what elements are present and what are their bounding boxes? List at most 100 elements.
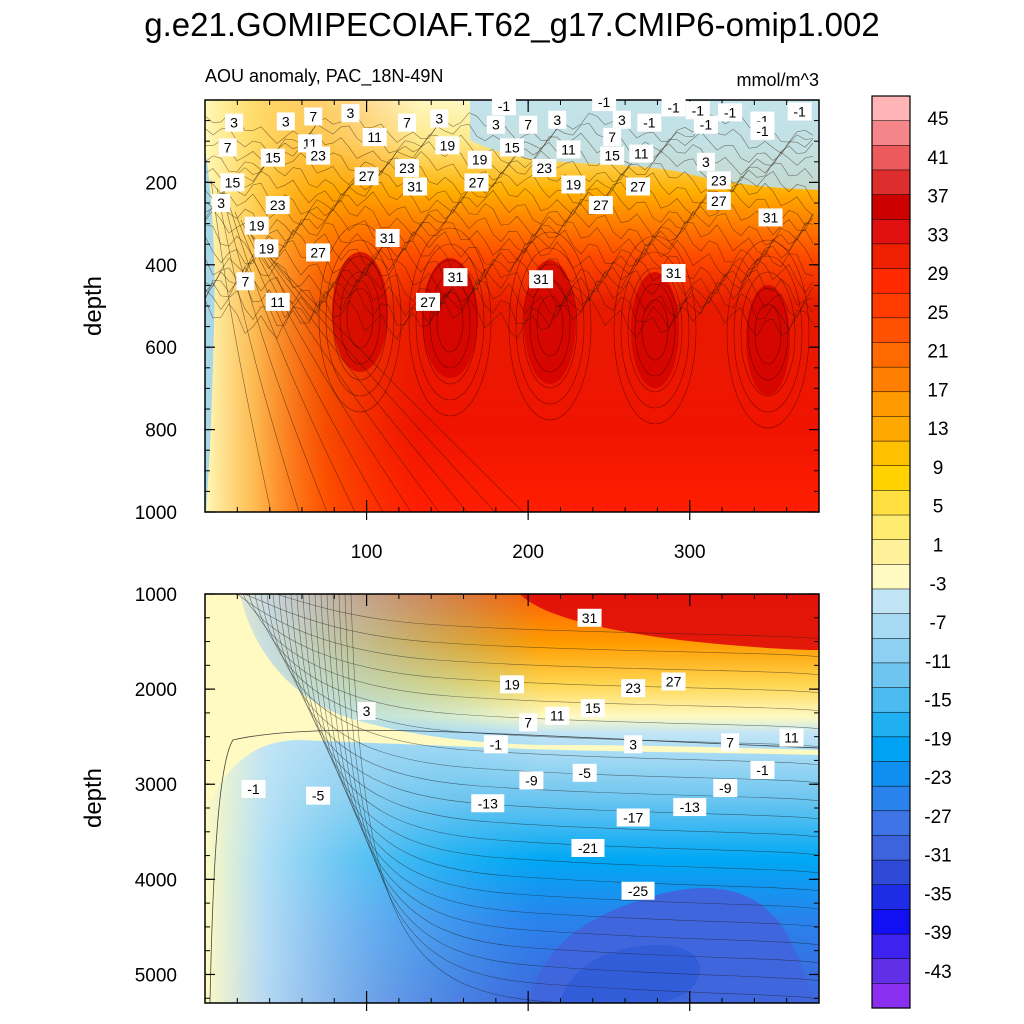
contour-line [290,594,819,838]
contour-label: 27 [588,196,613,215]
contour-label: 15 [260,148,285,167]
contour-line [225,594,819,640]
contour-label: 23 [306,146,331,165]
contour-label: 3 [612,110,631,129]
contour-label-text: 31 [582,610,598,626]
colorbar-swatch [871,711,911,738]
chart-title: g.e21.GOMIPECOIAF.T62_g17.CMIP6-omip1.00… [144,6,880,43]
contour-label-box [624,735,643,754]
contour-line [246,227,440,512]
contour-label-text: -1 [756,762,769,778]
contour-label-box [357,701,376,720]
contour-label-text: 7 [726,734,734,750]
colorbar-swatch [871,761,911,787]
contour-line [205,287,814,330]
contour-label: -1 [750,121,775,140]
contour-ring [415,243,485,401]
contour-line [296,594,819,856]
contour-label-text: 7 [524,117,532,133]
contour-label-box [696,152,715,171]
colorbar-swatch [871,514,911,541]
colorbar-swatch [871,465,911,491]
contour-label: -5 [306,786,331,805]
contour-label-text: -1 [247,781,260,797]
contour-label: -1 [718,103,743,122]
contour-label-box [244,216,269,235]
upper-core-1 [332,252,388,372]
contour-label-text: 3 [492,117,500,133]
contour-label-box [276,112,295,131]
lower-upper-left-yellow [205,594,819,800]
contour-label-box [415,292,440,311]
colorbar-swatch [871,983,911,1009]
contour-line [236,594,819,676]
contour-label-box [519,115,538,134]
contour-label: 15 [500,138,524,157]
colorbar-swatch [871,292,911,319]
contour-label-text: 15 [265,150,281,166]
contour-label-text: 19 [249,218,265,234]
contour-label-box [580,699,605,718]
contour-label: 7 [519,115,538,134]
contour-line [260,594,819,748]
contour-label-text: -13 [478,795,498,811]
contour-label-text: 7 [241,273,249,289]
contour-label-text: -21 [578,840,598,856]
colorbar-label: -19 [924,729,951,750]
contour-label-box [260,148,285,167]
contour-label-box [673,798,707,817]
contour-line [205,247,814,288]
contour-label: 31 [577,608,602,627]
contour-label-text: 3 [230,115,238,131]
contour-label-text: 7 [224,139,232,155]
contour-label-box [718,103,743,122]
contour-label-text: -1 [643,115,656,131]
contour-label-text: 11 [270,294,285,310]
contour-label-box [621,881,655,900]
colorbar-label: -39 [924,923,951,944]
contour-line [205,208,814,247]
colorbar-label: 17 [927,380,948,401]
contour-label: -9 [713,779,738,798]
contour-label-text: -17 [623,810,643,826]
contour-label: 31 [661,264,686,283]
contour-label-box [375,229,400,248]
contour-label: 27 [706,191,731,210]
contour-label: 23 [265,196,290,215]
contour-label-box [486,115,505,134]
colorbar-swatch [871,440,911,467]
contour-label: -1 [750,760,775,779]
colorbar-swatch [871,169,911,196]
upper-axis-ticks: 100 200 300 200 400 600 800 1000 [135,99,819,563]
contour-label-text: -1 [700,117,713,133]
contour-label: 3 [341,104,360,123]
contour-line [240,219,412,512]
colorbar-label: -31 [924,846,951,867]
contour-line [254,594,819,730]
contour-label-text: 7 [608,129,616,145]
contour-label: -21 [571,838,605,857]
contour-label-text: 11 [784,730,799,746]
contour-ring [408,227,492,417]
contour-label-box [713,779,738,798]
contour-label: 19 [254,239,279,258]
contour-label-text: 31 [763,209,779,225]
contour-label: -1 [491,97,516,116]
contour-line [205,199,814,238]
colorbar-label: -11 [925,652,951,673]
contour-label-box [577,608,602,627]
contour-label: 27 [661,672,686,691]
contour-label: 19 [500,675,524,694]
contour-label: 19 [467,150,492,169]
contour-line [302,594,819,874]
contour-label-box [471,794,505,813]
contour-label: 23 [532,158,557,177]
colorbar-swatch [871,243,911,270]
upper-core-2 [422,258,478,378]
contour-line [205,238,814,279]
colorbar-label: 21 [927,342,948,363]
contour-label-box [693,115,718,134]
colorbar-label: 37 [927,187,948,208]
contour-line [278,594,819,802]
